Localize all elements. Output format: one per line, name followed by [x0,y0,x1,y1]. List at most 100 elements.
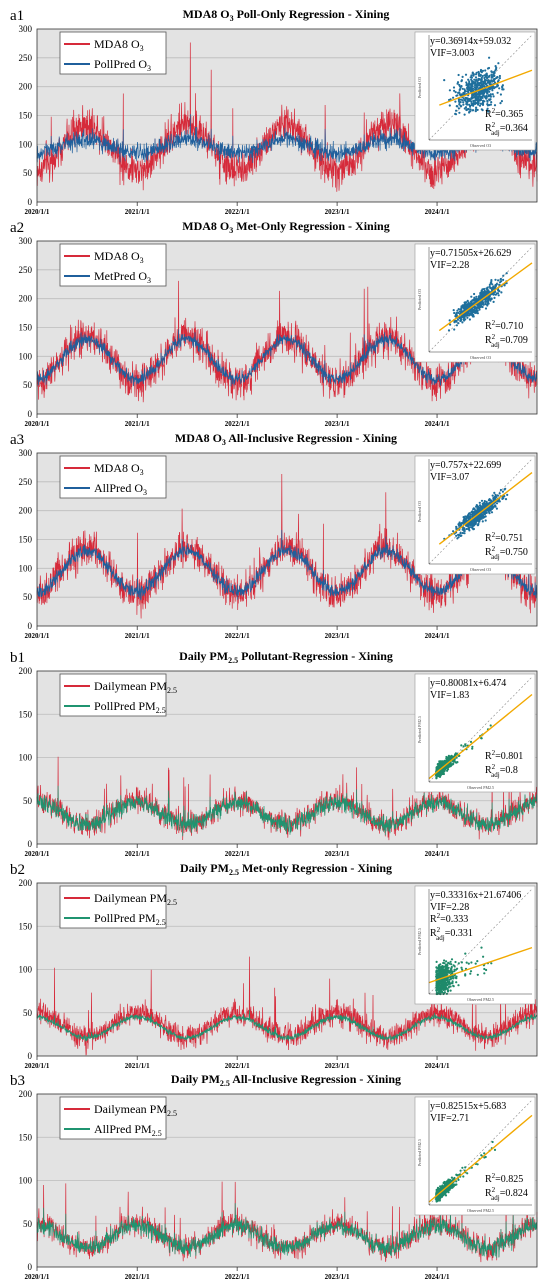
inset-adjusted-r-squared: R2 adj=0.331 [430,926,473,942]
x-tick-label: 2023/1/1 [325,632,350,640]
inset-point [458,310,461,313]
inset-point [446,764,449,768]
inset-adj-part: R [485,1188,492,1199]
inset-point [464,73,468,76]
inset-point [474,76,478,79]
inset-point [463,304,466,307]
inset-point [444,1183,447,1186]
inset-point [480,86,483,89]
predicted-series-line [36,785,538,837]
inset-point [468,80,471,83]
inset-point [448,89,451,92]
inset-point [442,961,445,965]
inset-point [466,1172,469,1175]
inset-point [492,300,495,303]
inset-point [444,987,447,990]
y-tick-label: 100 [19,965,33,975]
inset-point [499,488,502,492]
inset-point [455,534,458,537]
x-tick-label: 2020/1/1 [25,1062,50,1070]
inset-point [478,104,482,107]
inset-point [481,305,484,309]
inset-point [472,96,475,99]
chart-title-part: MDA8 O [175,431,222,445]
chart-title-subscript: 3 [222,438,226,447]
inset-point [453,321,456,324]
predicted-series-line [36,1203,538,1259]
inset-point [445,960,448,963]
inset-point [505,272,508,275]
x-tick-label: 2023/1/1 [325,208,350,216]
inset-fit-line [438,472,533,545]
inset-point [491,1140,494,1144]
legend-label: MDA8 O3 [94,461,144,477]
inset-point [469,523,472,527]
chart-title-part: Poll-Only Regression - Xining [234,7,390,21]
legend-label: PollPred PM2.5 [94,699,166,715]
inset-point [484,307,488,310]
inset-point [476,81,479,84]
inset-point [477,523,480,527]
panel-label: a3 [10,432,24,448]
y-tick-label: 0 [28,1051,33,1061]
inset-point [504,487,507,490]
x-tick-label: 2020/1/1 [25,420,50,428]
inset-point [450,963,453,966]
inset-point [490,86,493,90]
inset-point [483,76,486,80]
inset-point [470,90,473,93]
inset-point [485,968,488,972]
inset-point [466,299,469,302]
legend-label-subscript: 3 [140,44,144,53]
y-tick-label: 150 [19,111,33,121]
legend-label-part: Dailymean PM [94,891,167,905]
inset-point [480,513,483,516]
inset-adjusted-r-squared: R2 adj=0.824 [485,1186,528,1202]
inset-point [439,763,442,766]
x-tick-label: 2023/1/1 [325,1062,350,1070]
inset-point [464,1166,467,1169]
inset-point [483,504,486,507]
inset-point [483,500,486,503]
inset-r-squared-part: =0.365 [495,109,523,120]
inset-point [459,319,462,322]
inset-point [480,80,483,83]
inset-point [456,309,459,312]
inset-point [476,312,479,315]
inset-point [493,104,497,107]
inset-point [492,285,495,288]
inset-point [479,291,482,294]
inset-point [464,973,467,976]
inset-point [461,321,464,324]
inset-point [463,113,466,116]
inset-r-squared-part: =0.751 [495,533,523,544]
inset-point [488,98,491,101]
inset-point [478,72,481,75]
inset-point [473,292,476,296]
inset-point [484,302,487,305]
inset-point [476,108,479,111]
x-tick-label: 2022/1/1 [225,1062,250,1070]
inset-equation: y=0.71505x+26.629 [430,248,511,259]
inset-point [497,279,500,282]
inset-adjusted-r-squared: R2 adj=0.364 [485,121,528,137]
inset-point [496,80,500,83]
inset-adj-part: R [485,547,492,558]
x-tick-label: 2024/1/1 [425,632,450,640]
inset-point [477,101,480,104]
inset-point [461,531,464,535]
inset-point [472,109,475,112]
inset-point [461,1166,464,1169]
inset-r-squared-sup: 2 [492,107,496,115]
inset-vif: VIF=2.28 [430,260,469,271]
inset-point [439,973,442,976]
y-tick-label: 50 [23,1008,33,1018]
inset-point [450,968,453,971]
inset-point [462,103,465,106]
inset-point [495,502,499,505]
inset-point [454,968,458,971]
inset-point [474,94,477,98]
x-tick-label: 2023/1/1 [325,850,350,858]
inset-adj-part: =0.8 [500,765,518,776]
y-tick-label: 200 [19,506,33,516]
